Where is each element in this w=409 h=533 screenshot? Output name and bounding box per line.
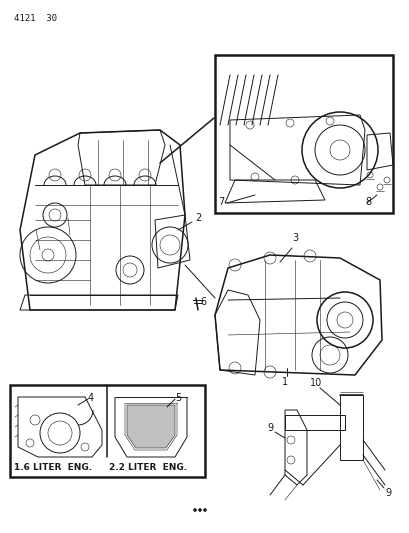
Text: 3: 3 — [291, 233, 297, 243]
Text: 2.2 LITER  ENG.: 2.2 LITER ENG. — [109, 463, 187, 472]
Text: 8: 8 — [364, 197, 370, 207]
Text: 10: 10 — [309, 378, 321, 388]
Text: 6: 6 — [200, 297, 206, 307]
Text: 7: 7 — [218, 197, 224, 207]
Text: 5: 5 — [175, 393, 181, 403]
Bar — [214, 55, 392, 213]
Circle shape — [193, 508, 196, 512]
Circle shape — [198, 508, 201, 512]
Text: 9: 9 — [266, 423, 272, 433]
Text: 1.6 LITER  ENG.: 1.6 LITER ENG. — [14, 463, 92, 472]
Text: 1: 1 — [281, 377, 288, 387]
Text: 2: 2 — [195, 213, 201, 223]
Text: 9: 9 — [384, 488, 390, 498]
Text: 4121  30: 4121 30 — [14, 14, 57, 23]
Polygon shape — [127, 405, 175, 448]
Circle shape — [203, 508, 206, 512]
Text: 4: 4 — [88, 393, 94, 403]
Bar — [10, 385, 204, 477]
